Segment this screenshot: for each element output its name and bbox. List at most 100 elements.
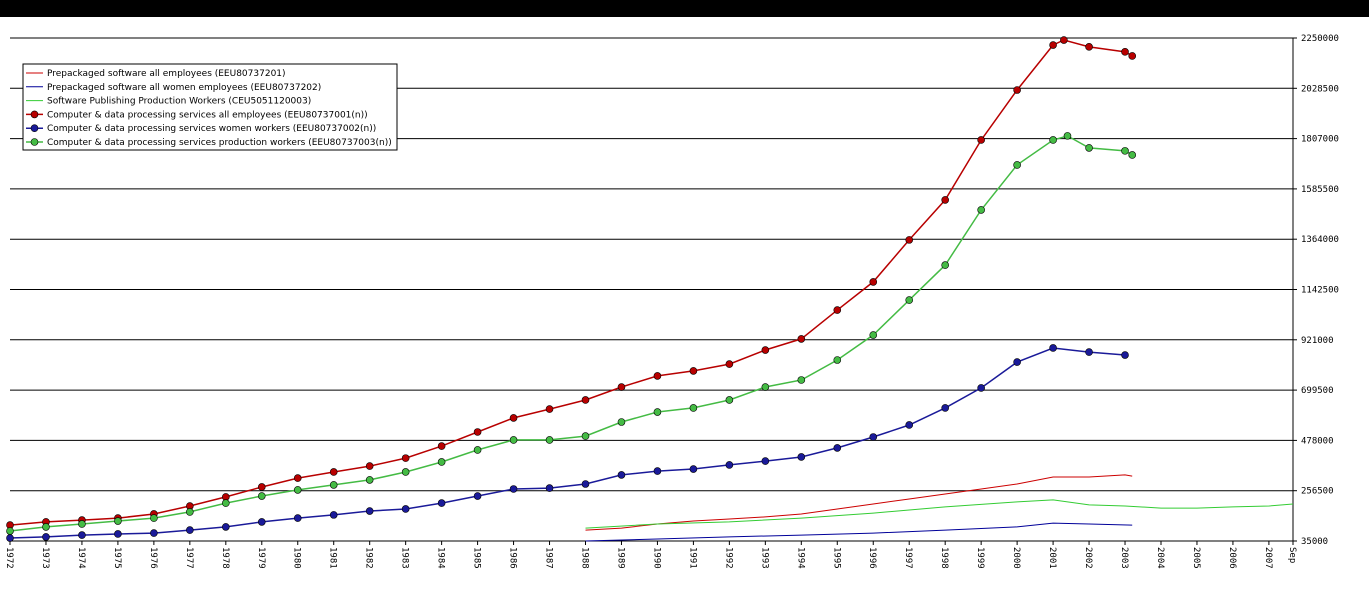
point [6,534,14,542]
y-tick-label: 1364000 [1301,235,1339,245]
point [1085,43,1093,51]
point [905,236,914,244]
point [222,499,230,507]
x-tick-label: 1977 [184,547,194,569]
y-tick-label: 478000 [1301,436,1334,446]
x-tick-label: 2006 [1227,547,1237,569]
point [6,527,14,535]
legend-label: Computer & data processing services wome… [47,124,376,134]
legend: Prepackaged software all employees (EEU8… [22,63,398,151]
point [509,414,518,422]
x-tick-label: 1987 [544,547,554,569]
legend-label: Prepackaged software all women employees… [47,83,321,93]
point [257,483,266,491]
point [150,529,158,537]
x-tick-label: 1998 [939,547,949,569]
y-tick-label: 2028500 [1301,84,1339,94]
point [617,471,626,479]
y-tick-label: 1807000 [1301,135,1339,145]
point [653,372,662,380]
x-tick-label: 1995 [831,547,841,569]
x-tick-label: 2007 [1263,547,1273,569]
point [905,421,914,429]
point [833,306,842,314]
x-tick-label: 1975 [112,547,122,569]
x-tick-label: 1996 [867,547,877,569]
point [473,446,482,454]
x-tick-label: 1981 [328,547,338,569]
x-tick-label: 1985 [472,547,482,569]
point [365,462,374,470]
point [977,206,985,214]
point [1121,48,1129,56]
series-line [9,347,1126,539]
x-tick-label: 1986 [508,547,518,569]
top-bar [0,0,1369,17]
legend-marker [30,138,39,146]
point [797,335,806,343]
point [365,476,374,484]
point [329,511,338,519]
x-tick-label: 1992 [723,547,733,569]
x-tick-label: 1982 [364,547,374,569]
x-tick-label: 2004 [1155,547,1165,569]
x-tick-label: 1991 [687,547,697,569]
y-tick-label: 35000 [1301,537,1328,547]
point [725,461,734,469]
point [186,526,194,534]
point [725,396,734,404]
legend-label: Computer & data processing services prod… [47,138,392,148]
x-tick-label: Sep [1287,547,1297,563]
point [653,408,662,416]
point [869,278,878,286]
point [78,531,86,539]
point [869,433,878,441]
point [329,481,338,489]
point [329,468,338,476]
point [581,432,590,440]
point [1121,351,1129,359]
legend-label: Software Publishing Production Workers (… [47,97,311,107]
y-tick-label: 699500 [1301,386,1334,396]
x-tick-label: 1974 [76,547,86,569]
point [401,468,410,476]
point [1060,36,1068,44]
point [1128,151,1137,159]
x-tick-label: 1994 [795,547,805,569]
point [293,486,302,494]
point [1085,348,1093,356]
point [581,396,590,404]
point [222,523,230,531]
point [617,418,626,426]
x-tick-label: 1979 [256,547,266,569]
point [114,517,122,525]
x-tick-label: 2001 [1047,547,1057,569]
point [114,530,122,538]
series-line [585,499,1294,529]
point [1013,86,1021,94]
point [761,383,770,391]
point [509,436,518,444]
point [545,484,554,492]
point [473,492,482,500]
point [150,514,158,522]
point [725,360,734,368]
point [42,523,50,531]
point [293,514,302,522]
point [186,508,194,516]
point [689,404,698,412]
x-tick-label: 2002 [1083,547,1093,569]
point [617,383,626,391]
x-tick-label: 1983 [400,547,410,569]
point [1049,41,1057,49]
point [437,458,446,466]
x-tick-label: 1973 [40,547,50,569]
point [941,404,949,412]
point [365,507,374,515]
point [1128,52,1137,60]
series-line [585,474,1133,531]
x-tick-label: 1980 [292,547,302,569]
x-tick-label: 1989 [615,547,625,569]
point [1063,132,1072,140]
